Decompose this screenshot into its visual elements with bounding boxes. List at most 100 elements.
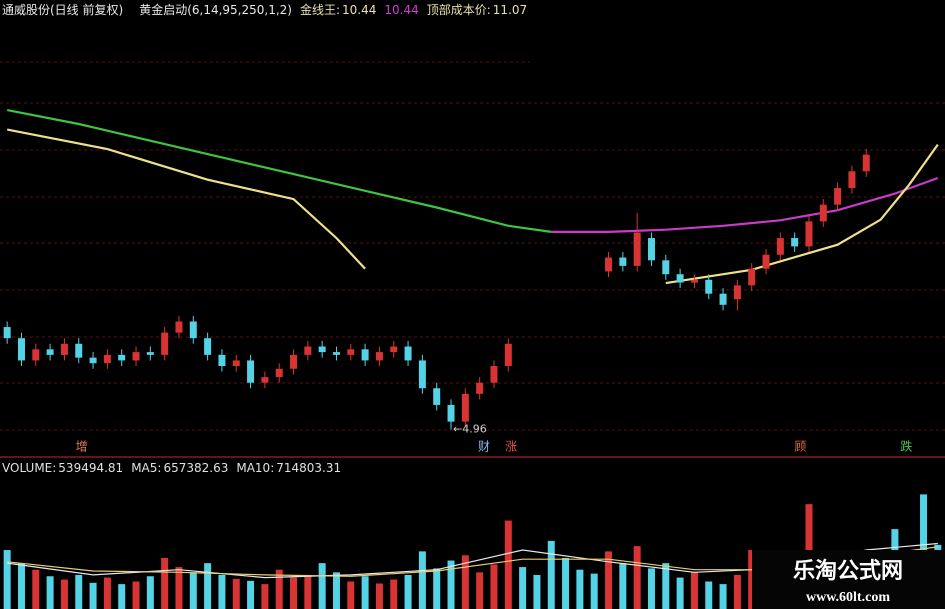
price-header: 通威股份(日线 前复权) 黄金启动(6,14,95,250,1,2) 金线王: 10.… [2,2,527,17]
candle-body [275,368,283,378]
watermark-url: www.60lt.com [806,590,890,605]
volume-bar [504,520,512,609]
volume-bar [719,584,727,609]
readout-value: 539494.81 [58,461,123,475]
candle-body [848,171,856,188]
candle-body [834,188,842,205]
candle-body [418,360,426,389]
line-series [6,109,552,233]
watermark-title: 乐淘公式网 [793,558,903,584]
line-series [551,176,939,233]
candle-body [103,354,111,364]
signal-label: 增 [76,440,88,454]
candle-body [819,204,827,222]
volume-bar [590,573,598,609]
candle-body [633,232,641,266]
candle-body [676,274,684,283]
candle-body [232,360,240,366]
candle-body [619,257,627,266]
volume-bar [547,540,555,609]
volume-bar [75,574,83,609]
volume-bar [347,581,355,609]
volume-bar [533,574,541,609]
readout-label: 顶部成本价: [427,2,491,17]
candle-body [748,268,756,286]
indicator-name: 黄金启动(6,14,95,250,1,2) [139,2,292,17]
candle-body [60,343,68,355]
volume-bar [562,557,570,609]
readout-label: VOLUME: [2,461,56,475]
volume-bar [146,576,154,609]
candle-body [375,352,383,361]
candle-body [46,349,54,355]
volume-bar [418,551,426,609]
candle-body [218,354,226,366]
candle-body [189,321,197,339]
line-series [6,128,939,285]
readout-value: 10.44 [342,3,376,17]
volume-bar [390,579,398,609]
volume-bar [332,572,340,609]
candle-body [32,349,40,361]
candle-body [304,346,312,355]
volume-bar [433,568,441,609]
candle-body [332,352,340,355]
readout-value: 11.07 [493,3,527,17]
price-panel: ←4.96 增 财 涨 顾 跌 [3,109,939,454]
candle-body [776,238,784,255]
candle-body [75,343,83,358]
candle-body [361,349,369,361]
volume-bar [60,579,68,609]
volume-bar [189,572,197,609]
candle-body [146,352,154,355]
readout-label: MA5: [131,461,161,475]
volume-bar [733,574,741,609]
candle-body [247,360,255,383]
candle-body [433,388,441,405]
candle-body [204,338,212,355]
candle-body [476,382,484,394]
candle-body [719,293,727,305]
signal-label: 财 [478,440,490,454]
candle-body [447,404,455,422]
volume-bar [705,581,713,609]
volume-bar [633,546,641,609]
candle-body [605,257,613,272]
candle-body [791,238,799,247]
candle-body [662,260,670,275]
volume-bar [576,569,584,609]
watermark: 乐淘公式网 www.60lt.com [752,550,945,609]
volume-header: VOLUME: 539494.81 MA5: 657382.63 MA10: 714803… [2,461,341,475]
volume-bar [461,555,469,609]
candle-body [17,338,25,361]
volume-bar [261,584,269,609]
signal-label: 涨 [505,439,517,454]
signal-label: 顾 [794,440,806,454]
candle-body [762,254,770,269]
volume-bar [404,574,412,609]
volume-bar [605,551,613,609]
volume-bar [3,550,11,609]
candle-body [347,349,355,355]
watermark-box [752,550,945,609]
candle-body [461,393,469,422]
volume-bar [690,572,698,609]
volume-bar [275,569,283,609]
candle-body [175,321,183,333]
volume-bar [290,577,298,609]
candle-body [733,285,741,300]
volume-bar [175,567,183,609]
candle-body [647,238,655,261]
candle-body [805,221,813,247]
candle-body [3,327,11,339]
candle-body [118,354,126,361]
volume-bar [232,578,240,609]
signal-label: 跌 [900,439,912,454]
volume-bar [318,563,326,609]
volume-bar [647,568,655,609]
volume-bar [204,563,212,609]
candle-body [261,377,269,383]
volume-bar [447,560,455,609]
